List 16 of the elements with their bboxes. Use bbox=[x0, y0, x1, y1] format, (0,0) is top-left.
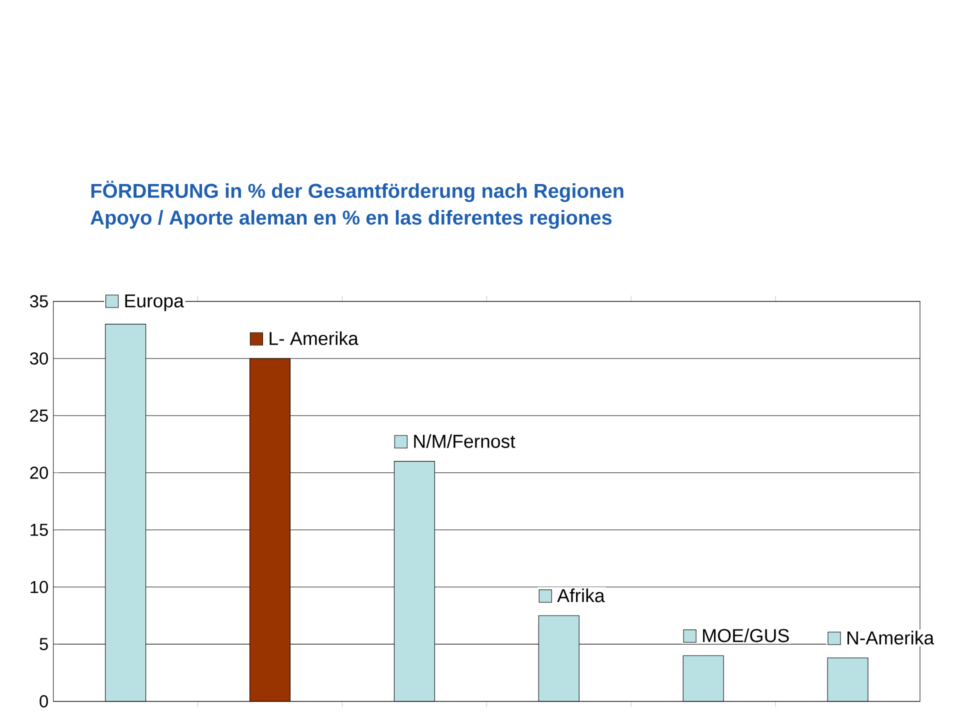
y-tick-label: 0 bbox=[40, 695, 48, 708]
y-tick-label: 15 bbox=[30, 524, 48, 536]
y-tick-label: 30 bbox=[30, 352, 48, 365]
x-tick-label: N-Amerika bbox=[847, 630, 934, 645]
y-tick-label: 35 bbox=[30, 295, 48, 308]
chart-title: FÖRDERUNG in % der Gesamtförderung nach Regionen bbox=[91, 180, 624, 202]
y-tick-label: 10 bbox=[30, 580, 48, 594]
x-tick-label: N/M/Fernost bbox=[414, 434, 516, 448]
y-tick-label: 25 bbox=[30, 409, 48, 422]
chart-subtitle: Apoyo / Aporte aleman en % en las diferentes regiones bbox=[90, 210, 612, 229]
y-tick-label: 5 bbox=[40, 638, 48, 650]
x-tick-label: MOE/GUS bbox=[703, 628, 789, 642]
x-tick-label: Europa bbox=[125, 294, 184, 312]
x-tick-label: Afrika bbox=[557, 588, 605, 602]
x-tick-label: L- Amerika bbox=[270, 331, 358, 346]
y-tick-label: 20 bbox=[30, 466, 48, 479]
